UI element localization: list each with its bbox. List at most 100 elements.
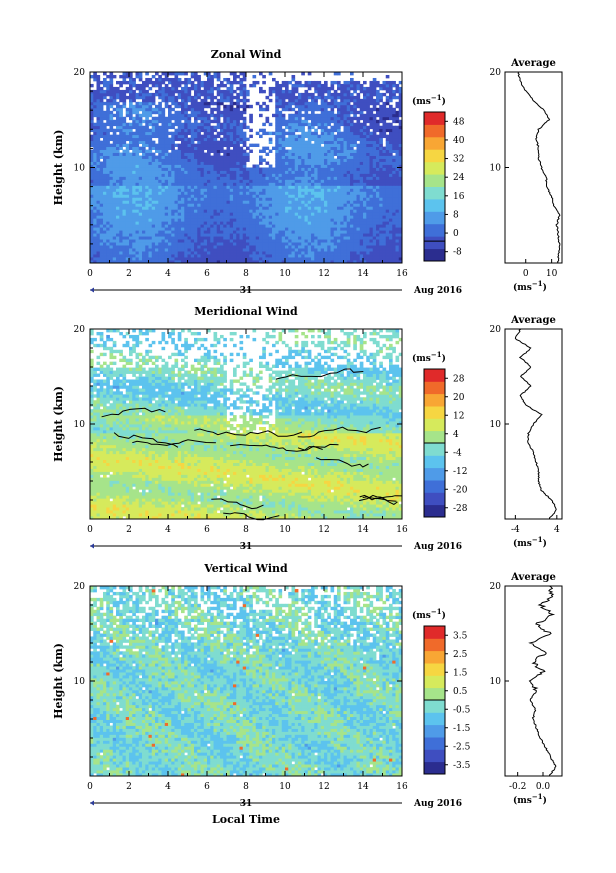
heatmap-cell bbox=[161, 122, 166, 127]
heatmap-cell bbox=[103, 149, 107, 153]
heatmap-cell bbox=[330, 143, 335, 148]
heatmap-cell bbox=[145, 131, 149, 136]
heatmap-cell bbox=[122, 224, 127, 228]
heatmap-cell bbox=[379, 176, 383, 180]
heatmap-cell bbox=[359, 188, 364, 192]
heatmap-cell bbox=[333, 227, 338, 231]
heatmap-cell bbox=[340, 149, 344, 153]
heatmap-cell bbox=[376, 167, 380, 171]
heatmap-cell bbox=[148, 149, 153, 153]
heatmap-cell bbox=[145, 95, 149, 100]
heatmap-cell bbox=[138, 185, 143, 189]
heatmap-cell bbox=[220, 176, 224, 180]
heatmap-cell bbox=[135, 233, 140, 237]
heatmap-cell bbox=[233, 230, 237, 234]
heatmap-cell bbox=[168, 245, 172, 249]
heatmap-cell bbox=[135, 152, 140, 156]
heatmap-cell bbox=[249, 119, 253, 124]
heatmap-cell bbox=[207, 122, 211, 127]
heatmap-cell bbox=[145, 218, 149, 222]
heatmap-cell bbox=[187, 173, 192, 177]
heatmap-cell bbox=[158, 113, 162, 118]
heatmap-cell bbox=[265, 224, 270, 228]
heatmap-cell bbox=[363, 164, 367, 168]
heatmap-cell bbox=[174, 98, 179, 103]
heatmap-cell bbox=[174, 215, 179, 219]
heatmap-cell bbox=[288, 134, 292, 139]
heatmap-cell bbox=[220, 182, 224, 186]
heatmap-cell bbox=[207, 125, 211, 130]
heatmap-cell bbox=[278, 176, 283, 180]
heatmap-cell bbox=[112, 137, 117, 142]
heatmap-cell bbox=[132, 134, 136, 139]
heatmap-cell bbox=[324, 197, 328, 201]
heatmap-cell bbox=[288, 185, 292, 189]
heatmap-cell bbox=[200, 125, 205, 130]
heatmap-cell bbox=[103, 248, 107, 252]
heatmap-cell bbox=[330, 200, 335, 204]
heatmap-cell bbox=[181, 173, 185, 177]
heatmap-cell bbox=[372, 128, 377, 133]
heatmap-cell bbox=[340, 224, 344, 228]
heatmap-cell bbox=[340, 143, 344, 148]
heatmap-cell bbox=[223, 116, 227, 121]
heatmap-cell bbox=[90, 191, 94, 195]
heatmap-cell bbox=[116, 101, 120, 106]
heatmap-cell bbox=[112, 134, 117, 139]
heatmap-cell bbox=[337, 203, 341, 207]
heatmap-cell bbox=[223, 215, 227, 219]
heatmap-cell bbox=[109, 212, 114, 216]
heatmap-cell bbox=[366, 185, 370, 189]
heatmap-cell bbox=[233, 209, 237, 213]
heatmap-cell bbox=[317, 182, 322, 186]
heatmap-cell bbox=[275, 257, 279, 261]
heatmap-cell bbox=[99, 161, 104, 165]
heatmap-cell bbox=[90, 215, 94, 219]
heatmap-cell bbox=[119, 233, 123, 237]
heatmap-cell bbox=[109, 227, 114, 231]
heatmap-cell bbox=[210, 179, 214, 183]
heatmap-cell bbox=[301, 176, 305, 180]
heatmap-cell bbox=[148, 248, 153, 252]
heatmap-cell bbox=[304, 206, 309, 210]
heatmap-cell bbox=[116, 95, 120, 100]
heatmap-cell bbox=[346, 182, 351, 186]
heatmap-cell bbox=[314, 116, 318, 121]
heatmap-cell bbox=[275, 212, 279, 216]
heatmap-cell bbox=[242, 242, 247, 246]
heatmap-cell bbox=[281, 122, 286, 127]
heatmap-cell bbox=[346, 173, 351, 177]
heatmap-cell bbox=[148, 257, 153, 261]
heatmap-cell bbox=[246, 158, 250, 162]
heatmap-cell bbox=[93, 185, 97, 189]
heatmap-cell bbox=[359, 200, 364, 204]
heatmap-cell bbox=[304, 197, 309, 201]
heatmap-cell bbox=[138, 203, 143, 207]
heatmap-cell bbox=[181, 224, 185, 228]
heatmap-cell bbox=[382, 221, 387, 225]
heatmap-cell bbox=[301, 131, 305, 136]
heatmap-cell bbox=[158, 191, 162, 195]
heatmap-cell bbox=[268, 230, 273, 234]
heatmap-cell bbox=[363, 239, 367, 243]
heatmap-cell bbox=[223, 242, 227, 246]
heatmap-cell bbox=[161, 107, 166, 112]
heatmap-cell bbox=[161, 188, 166, 192]
heatmap-cell bbox=[340, 209, 344, 213]
heatmap-cell bbox=[132, 131, 136, 136]
heatmap-cell bbox=[213, 203, 218, 207]
heatmap-cell bbox=[353, 158, 357, 162]
heatmap-cell bbox=[340, 158, 344, 162]
heatmap-cell bbox=[314, 233, 318, 237]
heatmap-cell bbox=[187, 224, 192, 228]
heatmap-cell bbox=[187, 146, 192, 150]
heatmap-cell bbox=[155, 251, 159, 255]
heatmap-cell bbox=[389, 200, 393, 204]
heatmap-cell bbox=[145, 137, 149, 142]
heatmap-cell bbox=[298, 140, 302, 145]
heatmap-cell bbox=[278, 260, 283, 264]
heatmap-cell bbox=[337, 158, 341, 162]
heatmap-cell bbox=[346, 155, 351, 159]
heatmap-cell bbox=[353, 245, 357, 249]
heatmap-cell bbox=[398, 158, 403, 162]
